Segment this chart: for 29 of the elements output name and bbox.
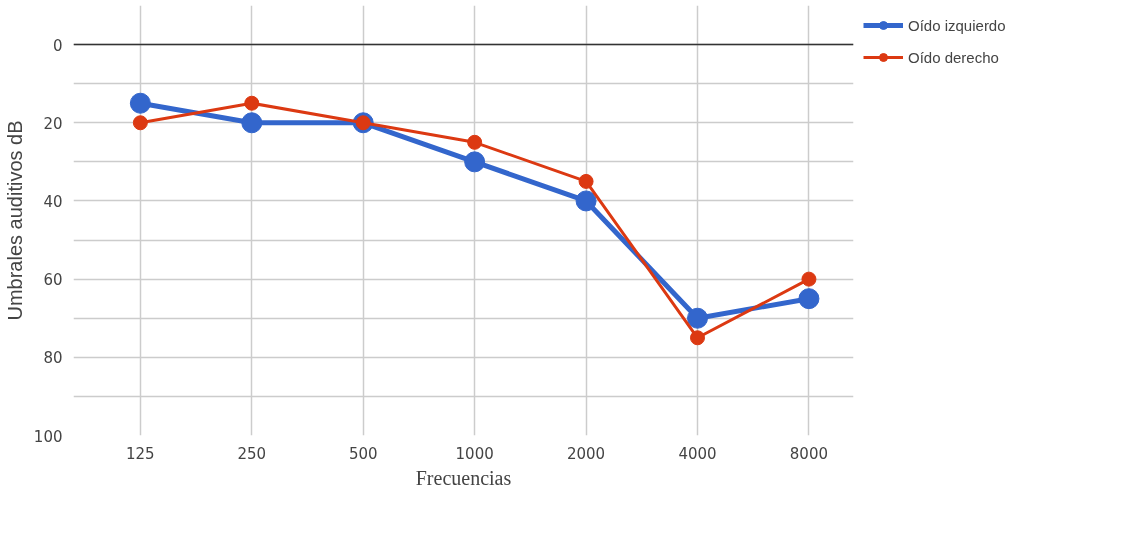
y-tick-label: 0 (52, 36, 63, 55)
point (575, 190, 597, 212)
point (798, 288, 820, 310)
point (578, 173, 594, 189)
point (132, 115, 148, 131)
legend-label: Oído izquierdo (908, 16, 1006, 34)
x-tick-label: 4000 (678, 444, 717, 463)
x-tick-label: 250 (237, 444, 267, 463)
point (690, 330, 705, 346)
x-tick-label: 8000 (789, 444, 829, 463)
point (244, 95, 260, 111)
point (467, 134, 483, 150)
y-tick-label: 80 (43, 349, 63, 368)
legend-label: Oído derecho (908, 48, 999, 66)
point (129, 92, 151, 114)
y-axis-title: Umbrales auditivos dB (3, 120, 26, 321)
y-tick-label: 100 (33, 427, 63, 446)
y-tick-label: 60 (43, 271, 63, 290)
point (464, 151, 486, 173)
y-tick-label: 40 (43, 192, 63, 211)
x-tick-label: 125 (126, 444, 155, 463)
x-tick-label: 2000 (566, 444, 606, 463)
x-tick-label: 500 (348, 444, 378, 463)
y-tick-label: 20 (43, 114, 63, 133)
x-tick-label: 1000 (455, 444, 494, 463)
point (687, 307, 708, 329)
point (241, 112, 263, 134)
x-axis-title: Frecuencias (415, 466, 512, 489)
point (801, 271, 817, 287)
